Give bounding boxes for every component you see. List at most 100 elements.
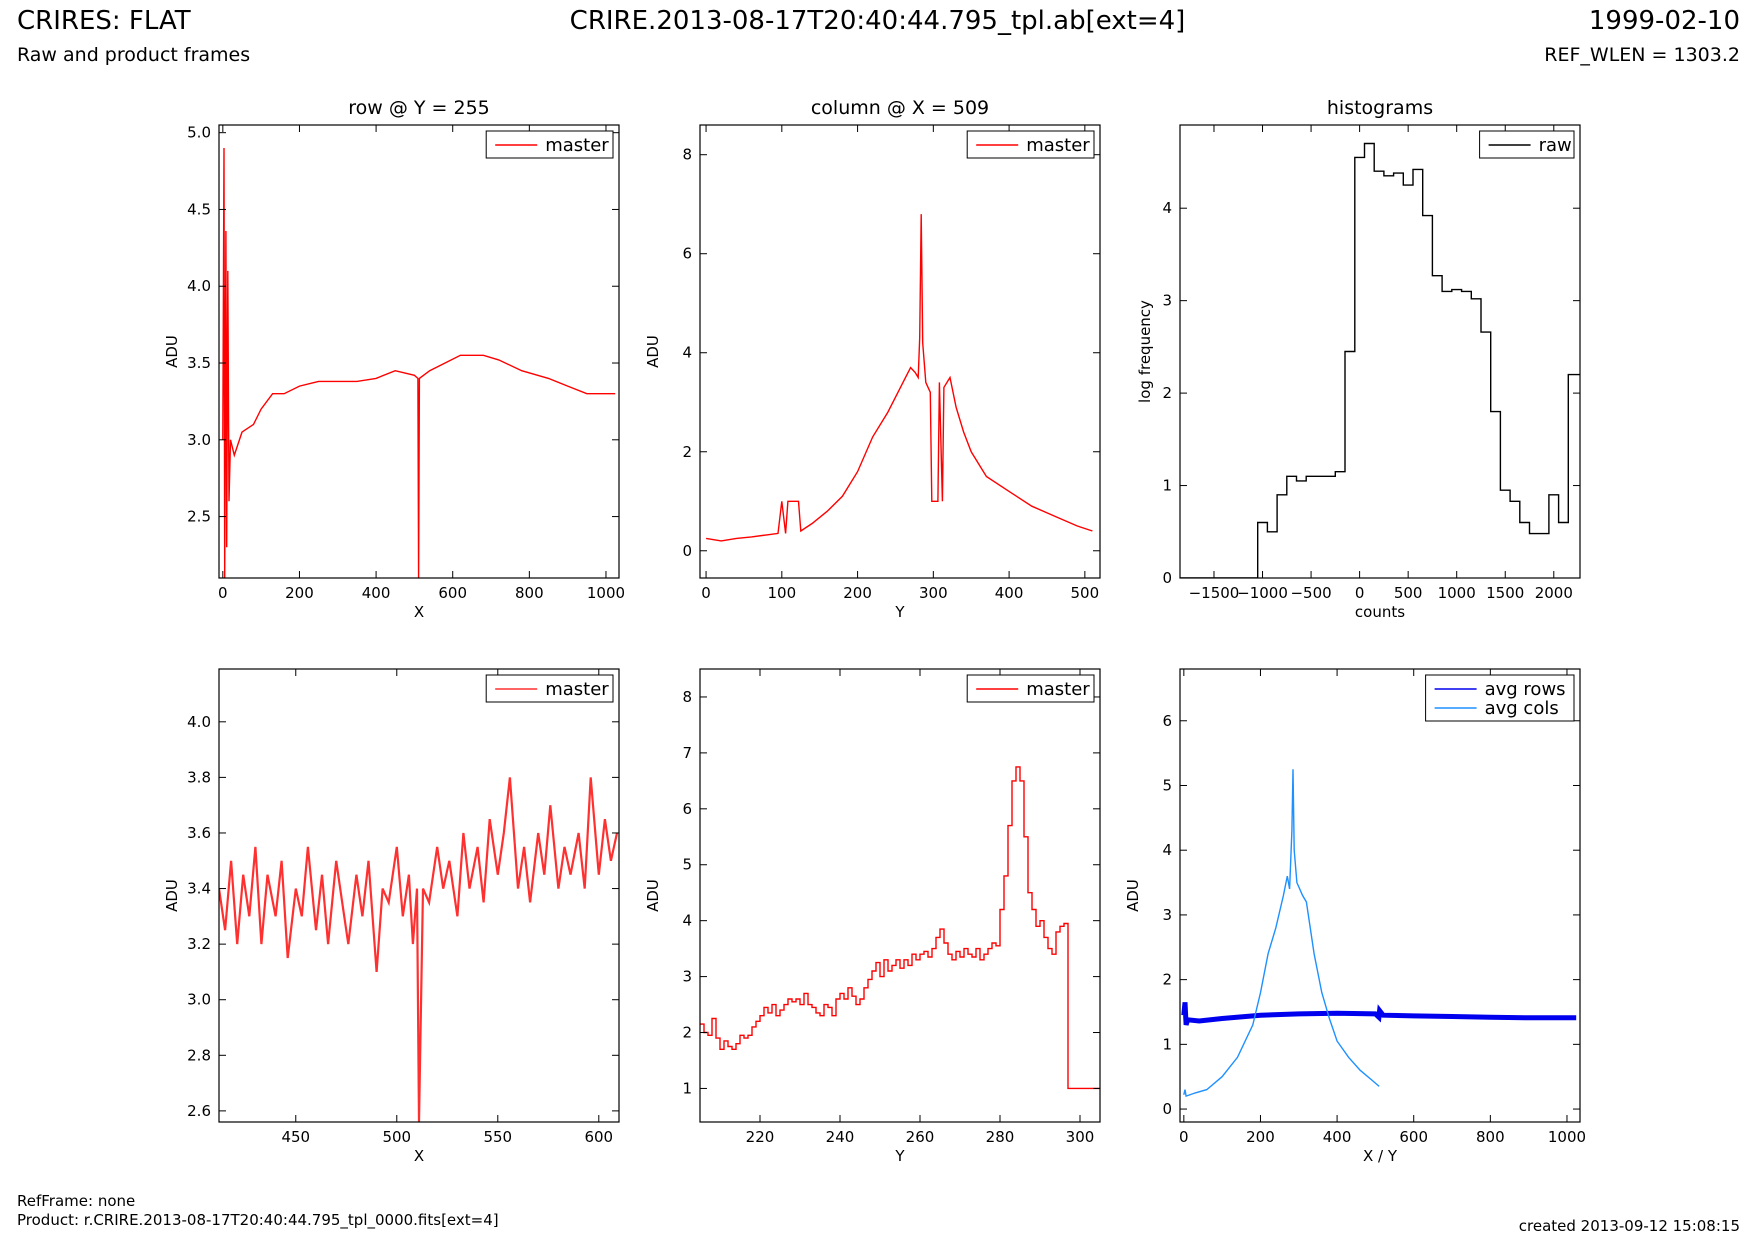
- y-tick-label: 1: [1162, 477, 1172, 495]
- y-tick-label: 4.0: [187, 277, 211, 295]
- legend-label: avg cols: [1485, 698, 1559, 719]
- chart-title: column @ X = 509: [811, 97, 989, 119]
- x-tick-label: 2000: [1535, 584, 1573, 602]
- y-tick-label: 3.5: [187, 354, 211, 372]
- y-tick-label: 4.0: [187, 713, 211, 731]
- chart-column: 0 100 200 300 400 500 0 2 4 6 8 Y ADU column @ X = 50…: [644, 97, 1101, 621]
- y-tick-label: 3.8: [187, 768, 211, 786]
- x-tick-label: 100: [767, 584, 796, 602]
- x-tick-label: 1000: [1548, 1128, 1586, 1146]
- y-tick-label: 2: [682, 443, 692, 461]
- y-tick-label: 8: [682, 146, 692, 164]
- y-tick-label: 2: [1162, 384, 1172, 402]
- y-tick-label: 2.6: [187, 1102, 211, 1120]
- y-tick-label: 3.2: [187, 935, 211, 953]
- series-histogram-raw: [1180, 142, 1580, 578]
- y-tick-label: 0: [1162, 1100, 1172, 1118]
- y-tick-label: 1: [682, 1079, 692, 1097]
- x-tick-label: 200: [843, 584, 872, 602]
- y-axis-label: log frequency: [1136, 300, 1154, 403]
- x-tick-label: 0: [1355, 584, 1365, 602]
- x-tick-label: −1500: [1189, 584, 1240, 602]
- y-axis-label: ADU: [163, 879, 181, 912]
- y-tick-label: 0: [1162, 569, 1172, 587]
- chart-row-zoom: 450 500 550 600 2.6 2.8 3.0 3.2 3.4 3.6 3.8 4.0 X ADU…: [163, 668, 620, 1165]
- plot-frame: [1179, 668, 1581, 1123]
- refframe-label: RefFrame: none: [17, 1192, 136, 1210]
- y-tick-label: 2: [682, 1024, 692, 1042]
- y-tick-label: 4: [1162, 199, 1172, 217]
- y-tick-label: 3: [682, 968, 692, 986]
- figure-subtitle: Raw and product frames: [17, 44, 251, 66]
- x-tick-label: 300: [919, 584, 948, 602]
- x-tick-label: 220: [746, 1128, 775, 1146]
- chart-column-zoom: 220 240 260 280 300 1 2 3 4 5 6 7 8 Y ADU master: [644, 668, 1101, 1165]
- x-tick-label: 550: [483, 1128, 512, 1146]
- plot-frame: [699, 668, 1101, 1123]
- x-tick-label: 260: [906, 1128, 935, 1146]
- x-tick-label: 300: [1066, 1128, 1095, 1146]
- y-tick-label: 2.8: [187, 1046, 211, 1064]
- ref-wlen-label: REF_WLEN = 1303.2: [1544, 44, 1740, 66]
- y-tick-label: 6: [1162, 712, 1172, 730]
- legend-label: avg rows: [1485, 679, 1566, 700]
- x-axis-label: X: [414, 1147, 424, 1165]
- plot-frame: [218, 668, 620, 1123]
- chart-row: 0 200 400 600 800 1000 2.5 3.0 3.5 4.0 4.5 5.0 X ADU r…: [163, 97, 625, 621]
- legend-label: raw: [1539, 135, 1572, 156]
- x-tick-label: 500: [382, 1128, 411, 1146]
- legend: raw: [1479, 130, 1575, 159]
- chart-histogram: −1500−1000 −500 0 500 1000 1500 2000 0 1 2 3 4 count…: [1136, 97, 1581, 621]
- legend-label: master: [1026, 679, 1090, 700]
- x-tick-label: 0: [1179, 1128, 1189, 1146]
- x-tick-label: 800: [1476, 1128, 1505, 1146]
- y-axis-label: ADU: [644, 879, 662, 912]
- y-tick-label: 8: [682, 688, 692, 706]
- x-tick-label: 500: [1394, 584, 1423, 602]
- x-tick-label: 240: [826, 1128, 855, 1146]
- x-tick-label: 400: [995, 584, 1024, 602]
- y-tick-label: 2: [1162, 971, 1172, 989]
- date-label: 1999-02-10: [1588, 6, 1740, 36]
- x-tick-label: 0: [701, 584, 711, 602]
- y-tick-label: 3: [1162, 292, 1172, 310]
- y-tick-label: 2.5: [187, 508, 211, 526]
- y-tick-label: 5: [1162, 776, 1172, 794]
- series-averages-avg-cols: [1183, 769, 1380, 1098]
- legend: master: [966, 130, 1095, 159]
- legend: master: [485, 130, 614, 159]
- x-tick-label: 800: [515, 584, 544, 602]
- y-tick-label: 6: [682, 245, 692, 263]
- y-tick-label: 6: [682, 800, 692, 818]
- file-name-title: CRIRE.2013-08-17T20:40:44.795_tpl.ab[ext…: [569, 6, 1186, 36]
- created-timestamp: created 2013-09-12 15:08:15: [1518, 1217, 1740, 1235]
- y-tick-label: 1: [1162, 1035, 1172, 1053]
- x-tick-label: −1000: [1237, 584, 1288, 602]
- series-column-master: [705, 214, 1093, 542]
- x-tick-label: 0: [218, 584, 228, 602]
- chart-title: histograms: [1327, 97, 1433, 119]
- series-row-zoom-master: [219, 777, 619, 1122]
- x-tick-label: 200: [1246, 1128, 1275, 1146]
- y-tick-label: 4: [1162, 841, 1172, 859]
- x-tick-label: −500: [1290, 584, 1331, 602]
- x-tick-label: 280: [986, 1128, 1015, 1146]
- legend-label: master: [1026, 135, 1090, 156]
- plot-frame: [699, 124, 1101, 579]
- x-tick-label: 600: [1399, 1128, 1428, 1146]
- x-axis-label: counts: [1355, 603, 1405, 621]
- y-tick-label: 3.6: [187, 824, 211, 842]
- y-tick-label: 5: [682, 856, 692, 874]
- y-tick-label: 4: [682, 344, 692, 362]
- x-tick-label: 500: [1071, 584, 1100, 602]
- series-averages-avg-rows: [1181, 1002, 1577, 1026]
- x-tick-label: 1500: [1486, 584, 1524, 602]
- x-tick-label: 1000: [587, 584, 625, 602]
- y-axis-label: ADU: [644, 335, 662, 368]
- chart-title: row @ Y = 255: [348, 97, 490, 119]
- x-tick-label: 1000: [1438, 584, 1476, 602]
- y-tick-label: 5.0: [187, 124, 211, 142]
- y-tick-label: 7: [682, 744, 692, 762]
